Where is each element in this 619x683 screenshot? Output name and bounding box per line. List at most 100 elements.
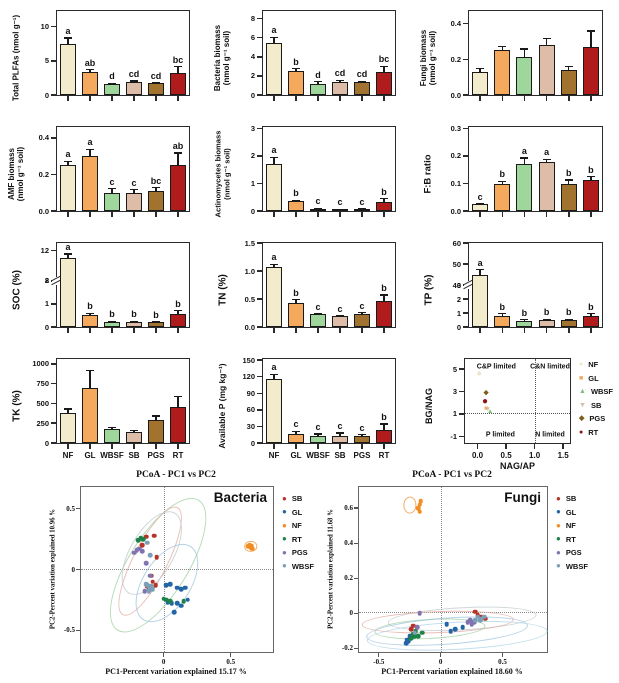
y-tick [463, 210, 469, 212]
y-axis-label: F:B ratio [414, 116, 444, 232]
error-bar-cap [476, 269, 485, 271]
error-bar [523, 157, 525, 164]
y-axis-label-line: TK (%) [11, 390, 23, 422]
y-tick [257, 270, 263, 272]
bar-nf [472, 204, 489, 211]
y-tick [257, 326, 263, 328]
bar-rt [375, 202, 392, 211]
error-bar [295, 299, 297, 304]
significance-letter: bc [172, 54, 184, 65]
plot-area: 0.0 0.1 0.2 0.3 c b a a b b [451, 124, 603, 217]
x-tick [177, 96, 179, 101]
x-tick [67, 328, 69, 333]
y-axis-label-line: F:B ratio [422, 154, 434, 194]
bar-rt [375, 430, 392, 443]
plot-area: 0 0.5 -0.5 0 0.5 Bacteria [64, 483, 274, 666]
y-tick-label: 0 [250, 90, 255, 100]
plot-area: 0 2 4 6 8 a b d cd cd bc [251, 10, 396, 101]
x-tick-label: 0 [438, 658, 443, 666]
y-axis-label-text: PC2-Percent variation explained 11.68 % [327, 508, 335, 629]
x-tick [479, 328, 481, 333]
error-bar-cap [86, 312, 94, 314]
y-tick-label: 2 [44, 276, 49, 286]
point-gl [178, 586, 184, 592]
bar-pgs [354, 436, 370, 443]
plot-area: -0.5 0 0.5 -0.2 0 0.2 0.4 0.6 Fungi [342, 486, 548, 666]
y-tick [51, 137, 57, 139]
x-tick [545, 212, 548, 217]
y-tick [463, 127, 469, 130]
x-category-label: PGS [353, 451, 371, 460]
y-tick [257, 56, 263, 58]
x-tick [155, 96, 157, 101]
point-gl [448, 628, 453, 634]
bar-pgs [148, 322, 164, 327]
error-bar-cap [358, 80, 366, 82]
y-tick [257, 359, 263, 361]
legend-label: NF [588, 360, 599, 369]
legend-item-nf: ● NF [556, 521, 588, 530]
error-bar [317, 81, 319, 84]
y-tick-label: -1 [450, 431, 457, 441]
x-tick [476, 444, 479, 449]
bar-nf [59, 165, 76, 211]
panel-pcoa-bacteria: PCoA - PC1 vs PC2 PC2-Percent variation e… [0, 464, 314, 683]
y-axis-label-line: SOC (%) [11, 270, 23, 310]
point-gl [182, 585, 188, 590]
x-tick [383, 96, 385, 101]
x-tick [361, 96, 363, 101]
bar-wbsf [516, 57, 533, 95]
y-tick [51, 249, 57, 252]
y-tick-label: 60 [452, 238, 461, 248]
y-tick [463, 22, 469, 25]
y-tick-label: 0 [71, 565, 76, 574]
y-axis-label-text: Fungi biomass (nmol g⁻¹ soil) [419, 0, 438, 117]
bar-gl [82, 387, 98, 443]
x-axis-label: PC1-Percent variation explained 18.60 % [381, 667, 523, 676]
y-tick [257, 127, 263, 130]
y-axis-label: PC2-Percent variation explained 10.96 % [46, 486, 60, 651]
y-tick [257, 375, 263, 378]
error-bar-cap [292, 68, 300, 70]
legend-label: NF [291, 521, 302, 530]
axis-break-icon [463, 279, 473, 290]
error-bar [501, 180, 503, 185]
error-bar-cap [520, 48, 529, 50]
x-tick [568, 96, 570, 101]
legend-item-wbsf: ▲ WBSF [579, 387, 613, 396]
bar-nf [472, 71, 489, 95]
bar-rt [169, 407, 186, 443]
y-tick-label: 0 [44, 90, 49, 100]
y-tick-label: 5 [452, 364, 457, 374]
error-bar-cap [586, 30, 595, 32]
y-axis-label: SOC (%) [2, 232, 32, 348]
point-pgs [147, 573, 153, 578]
point-sb [411, 623, 416, 628]
point-pgs [465, 619, 471, 625]
legend-label: PGS [589, 414, 606, 423]
significance-letter: b [293, 188, 299, 199]
y-tick [459, 368, 465, 370]
x-category-label: SB [334, 451, 346, 460]
y-tick-label: 0 [250, 206, 255, 216]
point-gl: ■ [484, 404, 489, 412]
error-bar [273, 36, 275, 44]
significance-letter: b [499, 169, 506, 180]
point-sb [143, 534, 149, 540]
quadrant-label: C&P limited [476, 363, 516, 371]
bar-gl [82, 156, 98, 211]
circle-icon: ● [556, 561, 561, 570]
circle-icon: ● [556, 507, 561, 516]
bar-gl [288, 201, 304, 211]
error-bar-cap [586, 176, 595, 178]
y-tick [463, 263, 469, 265]
significance-letter: b [153, 309, 159, 320]
x-tick-label: 1.0 [529, 451, 541, 460]
significance-letter: cd [356, 69, 368, 80]
error-bar-cap [173, 309, 182, 312]
point-sb [408, 626, 414, 632]
x-axis-label: PC1-Percent variation explained 15.17 % [105, 667, 247, 676]
x-tick [177, 328, 179, 333]
y-tick-label: 1000 [32, 359, 49, 369]
panel-amf-biomass: AMF biomass (nmol g⁻¹ soil) 0.0 0.2 0.4 a a c c b… [0, 116, 206, 232]
